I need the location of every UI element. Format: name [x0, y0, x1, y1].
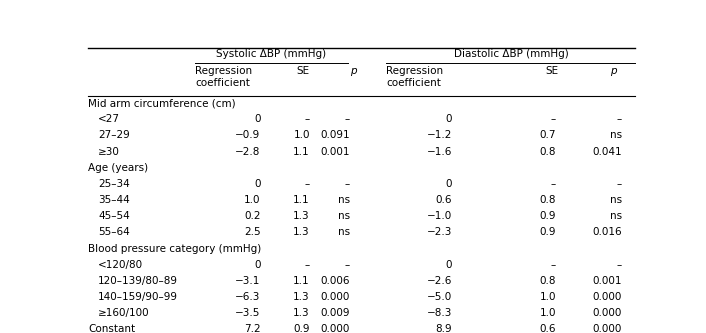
Text: 0.2: 0.2 [244, 211, 261, 221]
Text: 140–159/90–99: 140–159/90–99 [98, 292, 178, 302]
Text: 0.8: 0.8 [539, 276, 556, 286]
Text: −1.6: −1.6 [426, 147, 452, 157]
Text: 1.0: 1.0 [294, 131, 310, 141]
Text: p: p [349, 66, 357, 76]
Text: 0.6: 0.6 [539, 324, 556, 333]
Text: 0: 0 [445, 114, 452, 124]
Text: −6.3: −6.3 [235, 292, 261, 302]
Text: 55–64: 55–64 [98, 227, 130, 237]
Text: 0.8: 0.8 [539, 195, 556, 205]
Text: 35–44: 35–44 [98, 195, 130, 205]
Text: ≥160/100: ≥160/100 [98, 308, 150, 318]
Text: 0.016: 0.016 [592, 227, 622, 237]
Text: 0.041: 0.041 [592, 147, 622, 157]
Text: Age (years): Age (years) [88, 163, 148, 173]
Text: 45–54: 45–54 [98, 211, 130, 221]
Text: 0.009: 0.009 [321, 308, 349, 318]
Text: −8.3: −8.3 [426, 308, 452, 318]
Text: 1.3: 1.3 [293, 211, 310, 221]
Text: –: – [345, 179, 349, 189]
Text: −0.9: −0.9 [235, 131, 261, 141]
Text: ns: ns [609, 131, 622, 141]
Text: 1.3: 1.3 [293, 292, 310, 302]
Text: 25–34: 25–34 [98, 179, 130, 189]
Text: −3.1: −3.1 [235, 276, 261, 286]
Text: –: – [345, 260, 349, 270]
Text: 8.9: 8.9 [436, 324, 452, 333]
Text: 1.1: 1.1 [293, 195, 310, 205]
Text: 0: 0 [254, 179, 261, 189]
Text: 0.000: 0.000 [321, 324, 349, 333]
Text: –: – [616, 179, 622, 189]
Text: −2.6: −2.6 [426, 276, 452, 286]
Text: Blood pressure category (mmHg): Blood pressure category (mmHg) [88, 243, 261, 253]
Text: 0: 0 [445, 260, 452, 270]
Text: 0.000: 0.000 [592, 324, 622, 333]
Text: SE: SE [546, 66, 559, 76]
Text: –: – [345, 114, 349, 124]
Text: 1.3: 1.3 [293, 227, 310, 237]
Text: Systolic ΔBP (mmHg): Systolic ΔBP (mmHg) [217, 49, 327, 59]
Text: 1.3: 1.3 [293, 308, 310, 318]
Text: ns: ns [609, 195, 622, 205]
Text: Regression
coefficient: Regression coefficient [195, 66, 252, 88]
Text: 0.001: 0.001 [592, 276, 622, 286]
Text: –: – [551, 114, 556, 124]
Text: ns: ns [337, 211, 349, 221]
Text: –: – [304, 260, 310, 270]
Text: 2.5: 2.5 [244, 227, 261, 237]
Text: −5.0: −5.0 [427, 292, 452, 302]
Text: 0: 0 [445, 179, 452, 189]
Text: –: – [551, 179, 556, 189]
Text: 0.000: 0.000 [592, 292, 622, 302]
Text: 0.8: 0.8 [539, 147, 556, 157]
Text: 0.006: 0.006 [321, 276, 349, 286]
Text: Diastolic ΔBP (mmHg): Diastolic ΔBP (mmHg) [453, 49, 568, 59]
Text: 0.9: 0.9 [539, 227, 556, 237]
Text: ns: ns [337, 195, 349, 205]
Text: 0.6: 0.6 [436, 195, 452, 205]
Text: –: – [304, 179, 310, 189]
Text: 27–29: 27–29 [98, 131, 130, 141]
Text: Constant: Constant [88, 324, 136, 333]
Text: 1.1: 1.1 [293, 147, 310, 157]
Text: –: – [304, 114, 310, 124]
Text: −1.2: −1.2 [426, 131, 452, 141]
Text: −2.3: −2.3 [426, 227, 452, 237]
Text: –: – [551, 260, 556, 270]
Text: 0: 0 [254, 114, 261, 124]
Text: −3.5: −3.5 [235, 308, 261, 318]
Text: 1.0: 1.0 [244, 195, 261, 205]
Text: –: – [616, 260, 622, 270]
Text: 0.000: 0.000 [592, 308, 622, 318]
Text: Mid arm circumference (cm): Mid arm circumference (cm) [88, 98, 236, 108]
Text: −1.0: −1.0 [427, 211, 452, 221]
Text: 0.000: 0.000 [321, 292, 349, 302]
Text: p: p [609, 66, 616, 76]
Text: SE: SE [297, 66, 310, 76]
Text: 0.091: 0.091 [320, 131, 349, 141]
Text: 0.7: 0.7 [539, 131, 556, 141]
Text: 1.1: 1.1 [293, 276, 310, 286]
Text: ≥30: ≥30 [98, 147, 120, 157]
Text: −2.8: −2.8 [235, 147, 261, 157]
Text: 0.9: 0.9 [539, 211, 556, 221]
Text: <120/80: <120/80 [98, 260, 143, 270]
Text: 0: 0 [254, 260, 261, 270]
Text: 1.0: 1.0 [539, 308, 556, 318]
Text: ns: ns [337, 227, 349, 237]
Text: 120–139/80–89: 120–139/80–89 [98, 276, 178, 286]
Text: <27: <27 [98, 114, 120, 124]
Text: 0.001: 0.001 [321, 147, 349, 157]
Text: 0.9: 0.9 [294, 324, 310, 333]
Text: 7.2: 7.2 [244, 324, 261, 333]
Text: –: – [616, 114, 622, 124]
Text: 1.0: 1.0 [539, 292, 556, 302]
Text: Regression
coefficient: Regression coefficient [386, 66, 443, 88]
Text: ns: ns [609, 211, 622, 221]
